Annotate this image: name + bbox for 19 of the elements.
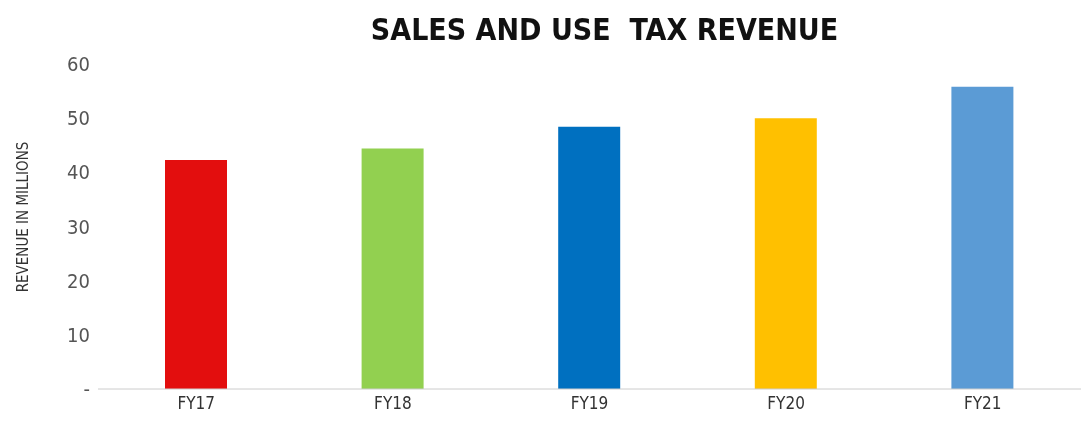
y-axis-title: REVENUE IN MILLIONS <box>14 141 33 293</box>
bar <box>558 126 621 389</box>
x-tick-label: FY21 <box>963 393 1002 414</box>
bar <box>754 118 817 389</box>
x-tick-label: FY19 <box>570 393 609 414</box>
y-tick-label: 10 <box>67 322 90 347</box>
y-tick-label: 30 <box>67 214 90 239</box>
y-tick-label: 20 <box>67 268 90 293</box>
x-tick-label: FY17 <box>177 393 216 414</box>
bar <box>361 148 424 389</box>
y-tick-label: 60 <box>67 52 90 77</box>
x-tick-label: FY20 <box>767 393 805 414</box>
bar <box>165 159 227 389</box>
y-tick-label: 40 <box>67 160 90 185</box>
y-tick-label: 50 <box>67 106 90 131</box>
x-tick-label: FY18 <box>374 393 412 414</box>
y-tick-label: - <box>83 377 90 402</box>
bar <box>951 86 1014 389</box>
chart-title: SALES AND USE TAX REVENUE <box>369 11 840 49</box>
